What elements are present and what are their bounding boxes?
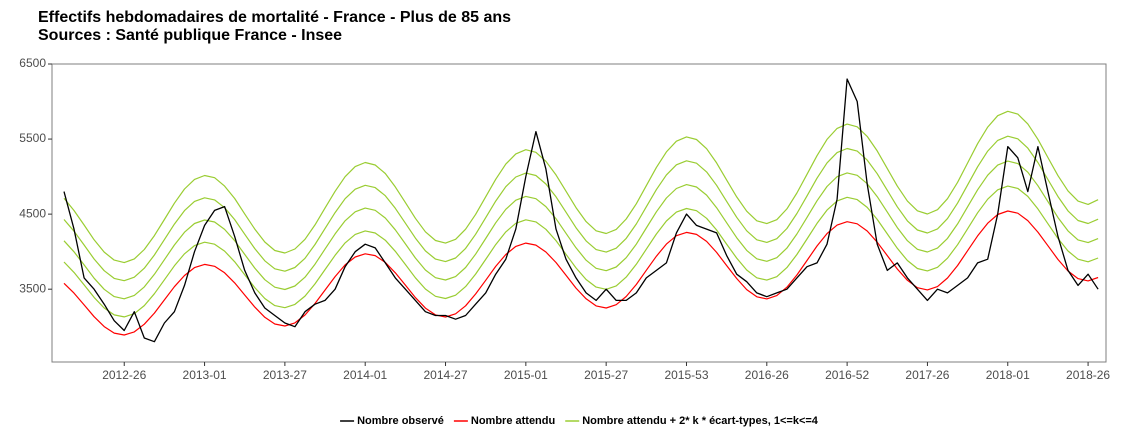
series-line bbox=[63, 135, 1099, 282]
x-tick-label: 2012-26 bbox=[102, 368, 146, 382]
x-tick-label: 2014-01 bbox=[343, 368, 387, 382]
x-tick-label: 2017-26 bbox=[905, 368, 949, 382]
x-tick-label: 2014-27 bbox=[423, 368, 467, 382]
chart-title: Effectifs hebdomadaires de mortalité - F… bbox=[38, 9, 511, 26]
legend-label: Nombre attendu + 2* k * écart-types, 1<=… bbox=[582, 415, 819, 427]
x-tick-label: 2018-01 bbox=[986, 368, 1030, 382]
legend-label: Nombre attendu bbox=[471, 415, 555, 427]
y-tick-label: 5500 bbox=[19, 131, 46, 145]
y-tick-label: 4500 bbox=[19, 206, 46, 220]
series-line bbox=[63, 78, 1099, 343]
plot-frame bbox=[51, 63, 1107, 363]
x-tick-label: 2016-26 bbox=[745, 368, 789, 382]
series-line bbox=[63, 110, 1099, 264]
series-line bbox=[63, 185, 1099, 318]
x-tick-label: 2013-27 bbox=[263, 368, 307, 382]
x-tick-label: 2018-26 bbox=[1066, 368, 1110, 382]
x-tick-label: 2016-52 bbox=[825, 368, 869, 382]
y-tick-label: 3500 bbox=[19, 281, 46, 295]
y-tick-label: 6500 bbox=[19, 56, 46, 70]
x-tick-label: 2013-01 bbox=[183, 368, 227, 382]
series-line bbox=[63, 210, 1099, 336]
x-tick-label: 2015-01 bbox=[504, 368, 548, 382]
x-tick-label: 2015-27 bbox=[584, 368, 628, 382]
legend-label: Nombre observé bbox=[357, 415, 444, 427]
chart-subtitle: Sources : Santé publique France - Insee bbox=[38, 27, 342, 44]
x-tick-label: 2015-53 bbox=[664, 368, 708, 382]
legend: Nombre observé Nombre attendu Nombre atten… bbox=[340, 415, 819, 427]
